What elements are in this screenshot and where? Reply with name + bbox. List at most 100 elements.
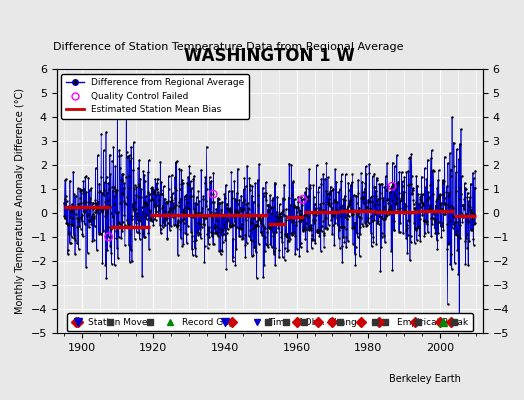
Point	[151, 216, 160, 223]
Point	[280, 257, 289, 264]
Point	[438, 177, 446, 183]
Point	[341, 213, 350, 220]
Point	[454, 233, 462, 240]
Point	[210, 225, 219, 232]
Point	[100, 192, 108, 199]
Point	[160, 207, 168, 214]
Point	[225, 206, 233, 212]
Point	[392, 194, 400, 200]
Point	[190, 206, 198, 213]
Point	[250, 224, 259, 230]
Point	[290, 196, 299, 202]
Point	[188, 185, 196, 191]
Point	[315, 205, 324, 211]
Point	[117, 177, 126, 183]
Point	[236, 225, 244, 232]
Point	[296, 207, 304, 214]
Point	[154, 203, 162, 210]
Point	[144, 189, 152, 195]
Point	[196, 221, 205, 227]
Point	[401, 203, 410, 210]
Point	[274, 214, 282, 220]
Point	[381, 214, 389, 221]
Point	[456, 191, 465, 197]
Point	[259, 184, 267, 191]
Point	[166, 226, 174, 233]
Point	[339, 234, 347, 240]
Point	[282, 213, 291, 220]
Point	[73, 224, 82, 230]
Point	[308, 232, 316, 238]
Point	[329, 212, 337, 219]
Point	[64, 222, 73, 228]
Point	[471, 168, 479, 174]
Point	[232, 246, 241, 253]
Point	[117, 152, 125, 159]
Point	[356, 224, 364, 230]
Point	[128, 213, 136, 220]
Point	[340, 206, 348, 212]
Point	[233, 190, 241, 196]
Point	[131, 199, 139, 205]
Point	[79, 233, 87, 240]
Point	[359, 200, 368, 206]
Point	[161, 222, 170, 228]
Point	[284, 246, 292, 253]
Point	[189, 176, 198, 182]
Point	[217, 211, 225, 218]
Point	[77, 226, 85, 232]
Point	[287, 214, 295, 221]
Point	[253, 222, 261, 228]
Point	[421, 218, 430, 225]
Point	[344, 212, 353, 219]
Point	[411, 227, 420, 233]
Point	[457, 126, 465, 132]
Point	[217, 232, 226, 238]
Point	[446, 166, 455, 173]
Point	[392, 201, 400, 207]
Point	[139, 168, 147, 174]
Point	[330, 197, 339, 203]
Point	[332, 208, 340, 214]
Point	[306, 184, 314, 191]
Point	[101, 213, 110, 220]
Point	[300, 226, 308, 232]
Point	[300, 212, 309, 218]
Point	[267, 210, 276, 216]
Point	[362, 223, 370, 229]
Point	[289, 178, 298, 184]
Point	[438, 219, 446, 226]
Point	[175, 165, 183, 172]
Point	[235, 224, 243, 231]
Point	[336, 204, 345, 210]
Point	[245, 233, 253, 239]
Point	[419, 191, 427, 198]
Point	[158, 224, 167, 230]
Point	[239, 235, 247, 242]
Point	[171, 174, 179, 180]
Point	[105, 204, 114, 210]
Point	[67, 208, 75, 214]
Point	[80, 185, 88, 192]
Point	[463, 245, 471, 251]
Point	[258, 232, 266, 238]
Point	[228, 222, 237, 229]
Point	[209, 191, 217, 197]
Point	[73, 218, 82, 224]
Point	[340, 224, 348, 230]
Point	[85, 217, 93, 224]
Point	[400, 210, 408, 216]
Point	[287, 230, 295, 236]
Point	[252, 222, 260, 229]
Point	[71, 251, 79, 257]
Point	[237, 208, 245, 214]
Point	[151, 192, 160, 198]
Point	[337, 224, 345, 230]
Point	[316, 247, 325, 254]
Point	[263, 202, 271, 208]
Point	[397, 169, 406, 175]
Point	[358, 196, 366, 203]
Point	[199, 214, 207, 220]
Point	[454, 218, 462, 225]
Point	[156, 159, 165, 165]
